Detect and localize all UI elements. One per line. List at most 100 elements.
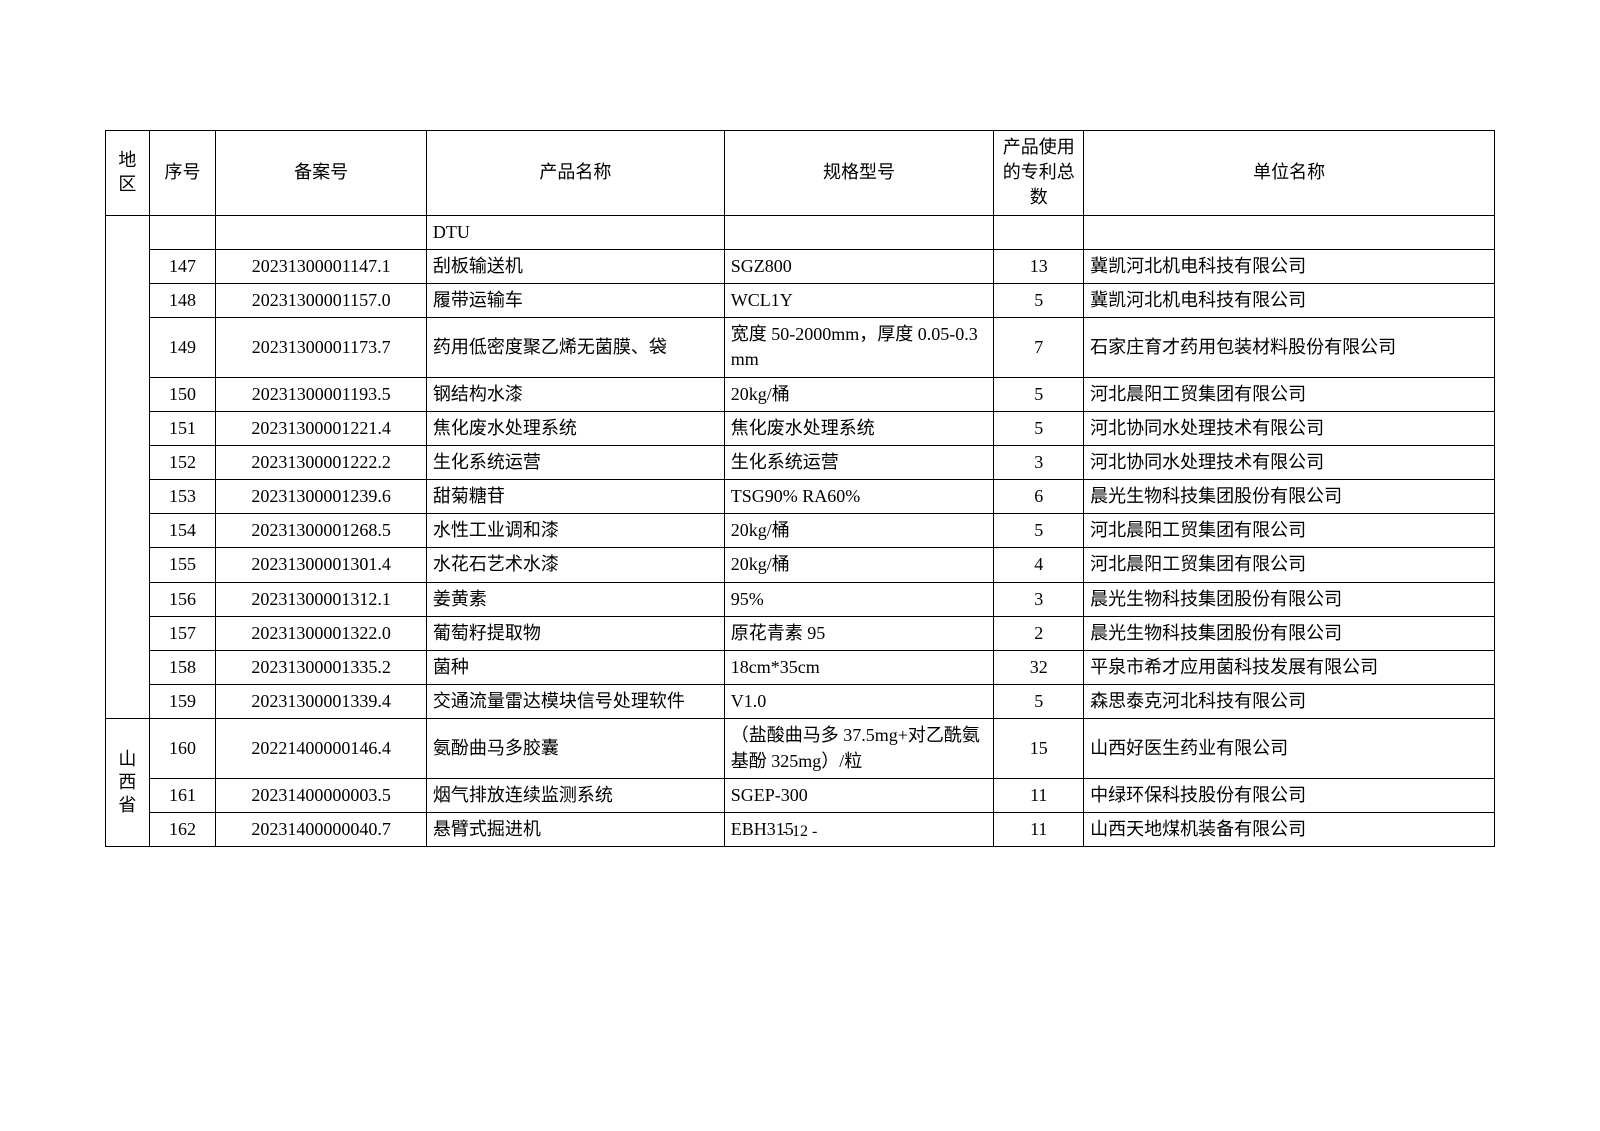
cell-patent: 3: [994, 445, 1084, 479]
table-row: 15320231300001239.6甜菊糖苷TSG90% RA60%6晨光生物…: [106, 480, 1495, 514]
cell-spec: 原花青素 95: [724, 616, 994, 650]
region-cell-blank: [106, 215, 150, 719]
cell-product: 姜黄素: [426, 582, 724, 616]
cell-spec: [724, 215, 994, 249]
cell-spec: TSG90% RA60%: [724, 480, 994, 514]
cell-spec: 20kg/桶: [724, 548, 994, 582]
cell-seq: 154: [149, 514, 216, 548]
cell-company: 河北晨阳工贸集团有限公司: [1084, 514, 1495, 548]
cell-spec: SGEP-300: [724, 778, 994, 812]
cell-company: 河北晨阳工贸集团有限公司: [1084, 548, 1495, 582]
cell-product: 履带运输车: [426, 283, 724, 317]
cell-patent: 6: [994, 480, 1084, 514]
cell-seq: 157: [149, 616, 216, 650]
cell-spec: SGZ800: [724, 249, 994, 283]
cell-seq: 160: [149, 719, 216, 778]
table-row: 15920231300001339.4交通流量雷达模块信号处理软件V1.05森思…: [106, 685, 1495, 719]
cell-patent: 3: [994, 582, 1084, 616]
cell-spec: WCL1Y: [724, 283, 994, 317]
cell-product: 烟气排放连续监测系统: [426, 778, 724, 812]
table-row: 山西省16020221400000146.4氨酚曲马多胶囊（盐酸曲马多 37.5…: [106, 719, 1495, 778]
header-spec: 规格型号: [724, 131, 994, 216]
page-number: - 12 -: [0, 823, 1600, 841]
cell-patent: 7: [994, 318, 1084, 377]
cell-product: 菌种: [426, 651, 724, 685]
cell-seq: 149: [149, 318, 216, 377]
cell-company: 晨光生物科技集团股份有限公司: [1084, 616, 1495, 650]
cell-product: 刮板输送机: [426, 249, 724, 283]
cell-filing: 20231300001147.1: [216, 249, 427, 283]
cell-spec: 焦化废水处理系统: [724, 411, 994, 445]
cell-patent: 5: [994, 283, 1084, 317]
cell-seq: 148: [149, 283, 216, 317]
header-patent: 产品使用的专利总数: [994, 131, 1084, 216]
cell-company: 河北协同水处理技术有限公司: [1084, 411, 1495, 445]
cell-filing: 20231300001268.5: [216, 514, 427, 548]
data-table: 地区 序号 备案号 产品名称 规格型号 产品使用的专利总数 单位名称 DTU 1…: [105, 130, 1495, 847]
table-row: 15720231300001322.0葡萄籽提取物原花青素 952晨光生物科技集…: [106, 616, 1495, 650]
cell-filing: 20231300001301.4: [216, 548, 427, 582]
cell-patent: 11: [994, 778, 1084, 812]
cell-seq: 153: [149, 480, 216, 514]
cell-patent: 32: [994, 651, 1084, 685]
cell-product: 焦化废水处理系统: [426, 411, 724, 445]
cell-filing: 20231300001339.4: [216, 685, 427, 719]
cell-filing: 20231300001222.2: [216, 445, 427, 479]
cell-filing: 20231300001221.4: [216, 411, 427, 445]
cell-company: 晨光生物科技集团股份有限公司: [1084, 582, 1495, 616]
cell-spec: 宽度 50-2000mm，厚度 0.05-0.3mm: [724, 318, 994, 377]
cell-company: [1084, 215, 1495, 249]
header-company: 单位名称: [1084, 131, 1495, 216]
cell-seq: 155: [149, 548, 216, 582]
cell-filing: 20231300001322.0: [216, 616, 427, 650]
cell-product: 氨酚曲马多胶囊: [426, 719, 724, 778]
cell-spec: （盐酸曲马多 37.5mg+对乙酰氨基酚 325mg）/粒: [724, 719, 994, 778]
cell-seq: [149, 215, 216, 249]
cell-spec: 20kg/桶: [724, 377, 994, 411]
cell-spec: 生化系统运营: [724, 445, 994, 479]
cell-product: 葡萄籽提取物: [426, 616, 724, 650]
cell-company: 冀凯河北机电科技有限公司: [1084, 283, 1495, 317]
table-row: 14720231300001147.1刮板输送机SGZ80013冀凯河北机电科技…: [106, 249, 1495, 283]
cell-filing: 20231300001335.2: [216, 651, 427, 685]
table-row: 15020231300001193.5钢结构水漆20kg/桶5河北晨阳工贸集团有…: [106, 377, 1495, 411]
header-seq: 序号: [149, 131, 216, 216]
header-product: 产品名称: [426, 131, 724, 216]
header-row: 地区 序号 备案号 产品名称 规格型号 产品使用的专利总数 单位名称: [106, 131, 1495, 216]
cell-seq: 150: [149, 377, 216, 411]
cell-seq: 156: [149, 582, 216, 616]
cell-seq: 161: [149, 778, 216, 812]
cell-spec: V1.0: [724, 685, 994, 719]
cell-company: 中绿环保科技股份有限公司: [1084, 778, 1495, 812]
cell-patent: 2: [994, 616, 1084, 650]
cell-filing: [216, 215, 427, 249]
table-row: 15220231300001222.2生化系统运营生化系统运营3河北协同水处理技…: [106, 445, 1495, 479]
cell-product: 水性工业调和漆: [426, 514, 724, 548]
cell-filing: 20231400000003.5: [216, 778, 427, 812]
cell-product: 甜菊糖苷: [426, 480, 724, 514]
cell-company: 森思泰克河北科技有限公司: [1084, 685, 1495, 719]
cell-seq: 147: [149, 249, 216, 283]
cell-product: DTU: [426, 215, 724, 249]
cell-company: 冀凯河北机电科技有限公司: [1084, 249, 1495, 283]
continuation-row: DTU: [106, 215, 1495, 249]
cell-seq: 158: [149, 651, 216, 685]
cell-seq: 159: [149, 685, 216, 719]
table-row: 15820231300001335.2菌种18cm*35cm32平泉市希才应用菌…: [106, 651, 1495, 685]
cell-patent: 5: [994, 685, 1084, 719]
cell-product: 生化系统运营: [426, 445, 724, 479]
cell-spec: 95%: [724, 582, 994, 616]
cell-product: 水花石艺术水漆: [426, 548, 724, 582]
cell-patent: 4: [994, 548, 1084, 582]
table-row: 15420231300001268.5水性工业调和漆20kg/桶5河北晨阳工贸集…: [106, 514, 1495, 548]
header-region: 地区: [106, 131, 150, 216]
table-row: 15120231300001221.4焦化废水处理系统焦化废水处理系统5河北协同…: [106, 411, 1495, 445]
cell-patent: 5: [994, 377, 1084, 411]
cell-patent: [994, 215, 1084, 249]
cell-filing: 20221400000146.4: [216, 719, 427, 778]
cell-filing: 20231300001173.7: [216, 318, 427, 377]
cell-seq: 151: [149, 411, 216, 445]
cell-product: 交通流量雷达模块信号处理软件: [426, 685, 724, 719]
table-row: 16120231400000003.5烟气排放连续监测系统SGEP-30011中…: [106, 778, 1495, 812]
cell-spec: 20kg/桶: [724, 514, 994, 548]
